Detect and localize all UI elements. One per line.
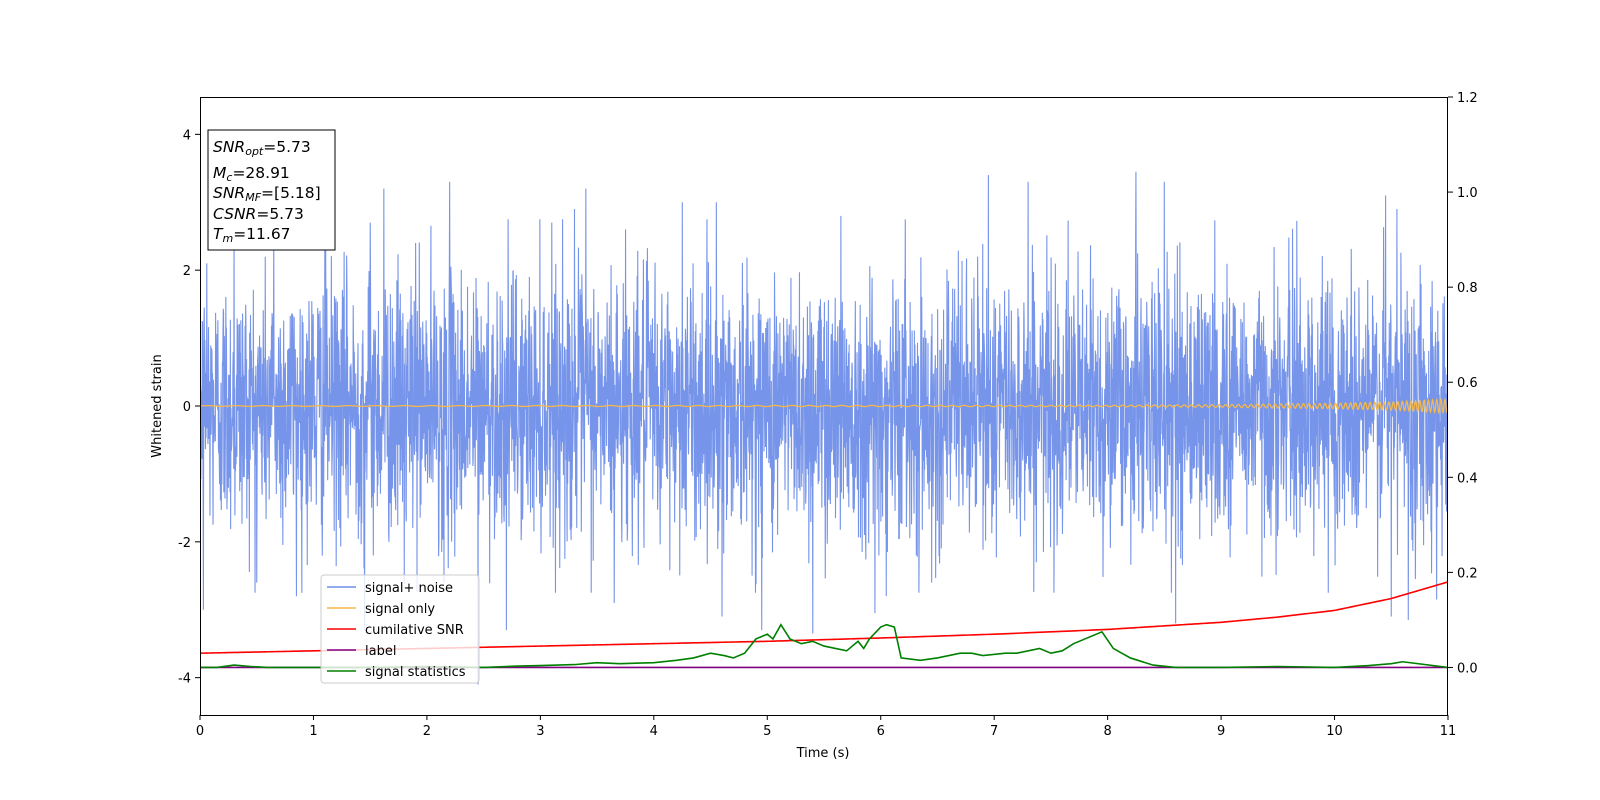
- x-tick-label: 8: [1103, 724, 1111, 739]
- y2-tick-label: 1.0: [1457, 186, 1478, 201]
- y2-tick-label: 0.4: [1457, 471, 1478, 486]
- legend-entry: signal statistics: [365, 665, 466, 680]
- x-axis-label: Time (s): [796, 746, 850, 761]
- x-tick-label: 9: [1217, 724, 1225, 739]
- x-tick-label: 4: [650, 724, 658, 739]
- y-axis-label: Whitened strain: [150, 354, 165, 457]
- annotation-frame: [207, 129, 336, 251]
- y2-tick-label: 0.8: [1457, 281, 1478, 296]
- legend-entry: signal only: [365, 602, 435, 617]
- annotation-line: CSNR=5.73: [213, 205, 304, 223]
- y-tick-label: -4: [178, 672, 191, 687]
- annotation-line: SNRopt=5.73: [213, 138, 311, 158]
- legend-entry: cumilative SNR: [365, 623, 464, 638]
- annotation-line: Tm=11.67: [213, 225, 291, 245]
- plot-frame: [200, 97, 1448, 716]
- y2-tick-label: 0.6: [1457, 376, 1478, 391]
- series-line-signal-only: [200, 397, 1448, 415]
- x-tick-label: 2: [423, 724, 431, 739]
- legend-frame: [320, 574, 480, 684]
- x-tick-label: 5: [763, 724, 771, 739]
- legend: signal+ noise signal only cumilative SNR la…: [320, 574, 480, 684]
- y2-tick-label: 1.2: [1457, 91, 1478, 106]
- y2-tick-label: 0.0: [1457, 661, 1478, 676]
- y-tick-label: 4: [183, 128, 191, 143]
- y-tick-label: -2: [178, 536, 191, 551]
- x-tick-label: 6: [877, 724, 885, 739]
- x-tick-label: 7: [990, 724, 998, 739]
- x-tick-label: 3: [536, 724, 544, 739]
- y-tick-label: 0: [183, 400, 191, 415]
- x-tick-label: 10: [1326, 724, 1343, 739]
- series-line-signal-statistics: [200, 623, 1448, 669]
- legend-entry: label: [365, 644, 396, 659]
- x-tick-label: 1: [309, 724, 317, 739]
- annotation-line: Mc=28.91: [213, 164, 290, 184]
- y2-tick-label: 0.2: [1457, 566, 1478, 581]
- series-line-signal-noise: [200, 171, 1448, 685]
- x-tick-label: 11: [1440, 724, 1457, 739]
- legend-entry: signal+ noise: [365, 581, 453, 596]
- annotation-line: SNRMF=[5.18]: [213, 184, 321, 204]
- parameter-annotation-box: SNRopt=5.73 Mc=28.91SNRMF=[5.18]CSNR=5.73…: [207, 129, 336, 251]
- y-tick-label: 2: [183, 264, 191, 279]
- x-tick-label: 0: [196, 724, 204, 739]
